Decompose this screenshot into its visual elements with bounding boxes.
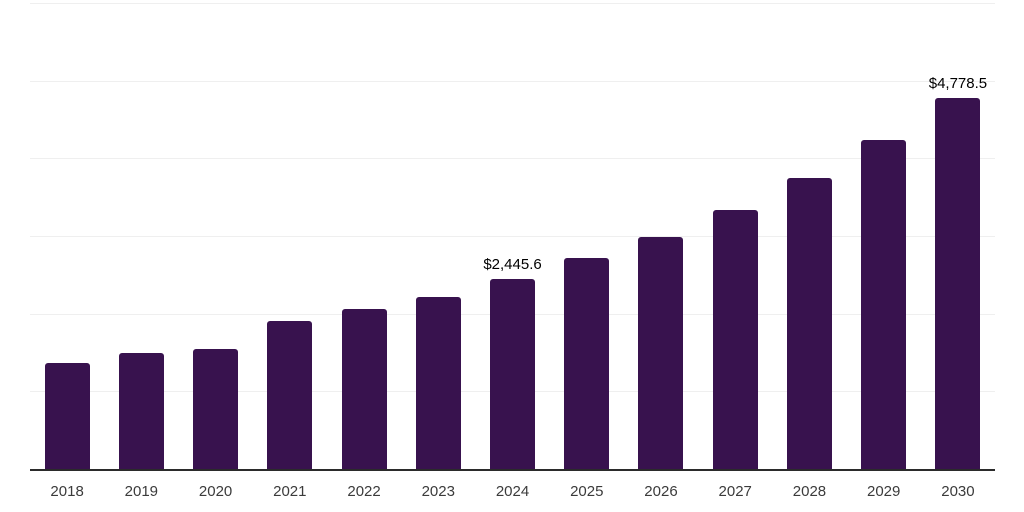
bar-slot-2019	[104, 3, 178, 469]
x-tick-2023: 2023	[421, 483, 455, 500]
bar-slot-2026	[624, 3, 698, 469]
bar-2026	[638, 237, 684, 469]
bar-2028	[786, 177, 832, 469]
bar-slot-2021	[253, 3, 327, 469]
bar-slot-2024: $2,445.6	[475, 3, 549, 469]
bar-slot-2029	[847, 3, 921, 469]
x-tick-2028: 2028	[792, 483, 827, 500]
bar-2018	[44, 363, 90, 469]
x-tick-2019: 2019	[124, 483, 159, 500]
bar-slot-2027	[698, 3, 772, 469]
bar-2027	[712, 209, 758, 469]
bar-2022	[341, 308, 387, 469]
bar-2029	[861, 140, 907, 469]
bar-2024	[490, 279, 536, 469]
bars: $2,445.6 $4,778.5	[30, 3, 995, 469]
x-tick-2024: 2024	[495, 483, 530, 500]
x-tick-2030: 2030	[941, 483, 975, 500]
gridline-3000	[30, 236, 995, 237]
bar-slot-2030: $4,778.5	[921, 3, 995, 469]
x-tick-2022: 2022	[347, 483, 381, 500]
bar-slot-2018	[30, 3, 104, 469]
x-axis-labels: 2018 2019 2020 2021 2022 2023 2024 2025 2026 2027…	[30, 483, 995, 501]
x-tick-2027: 2027	[718, 483, 752, 500]
bar-slot-2020	[178, 3, 252, 469]
bar-slot-2022	[327, 3, 401, 469]
gridline-4000	[30, 158, 995, 160]
gridline-6000	[30, 3, 995, 4]
x-tick-2026: 2026	[644, 483, 678, 500]
bar-slot-2023	[401, 3, 475, 469]
bar-slot-2025	[550, 3, 624, 469]
bar-2023	[415, 296, 461, 469]
x-tick-2025: 2025	[570, 483, 604, 500]
bar-2019	[118, 353, 164, 469]
bar-2030	[935, 97, 981, 469]
x-tick-2020: 2020	[198, 483, 233, 500]
x-tick-2021: 2021	[273, 483, 307, 500]
gridline-5000	[30, 80, 995, 82]
bar-value-label-2024: $2,445.6	[483, 256, 542, 274]
bar-2020	[193, 348, 239, 469]
bar-value-label-2030: $4,778.5	[928, 74, 988, 92]
plot-area: $2,445.6 $4,778.5	[30, 3, 995, 471]
x-tick-2029: 2029	[867, 483, 901, 500]
x-tick-2018: 2018	[50, 483, 84, 500]
bar-2025	[564, 258, 610, 469]
bar-slot-2028	[772, 3, 846, 469]
bar-2021	[267, 320, 313, 469]
